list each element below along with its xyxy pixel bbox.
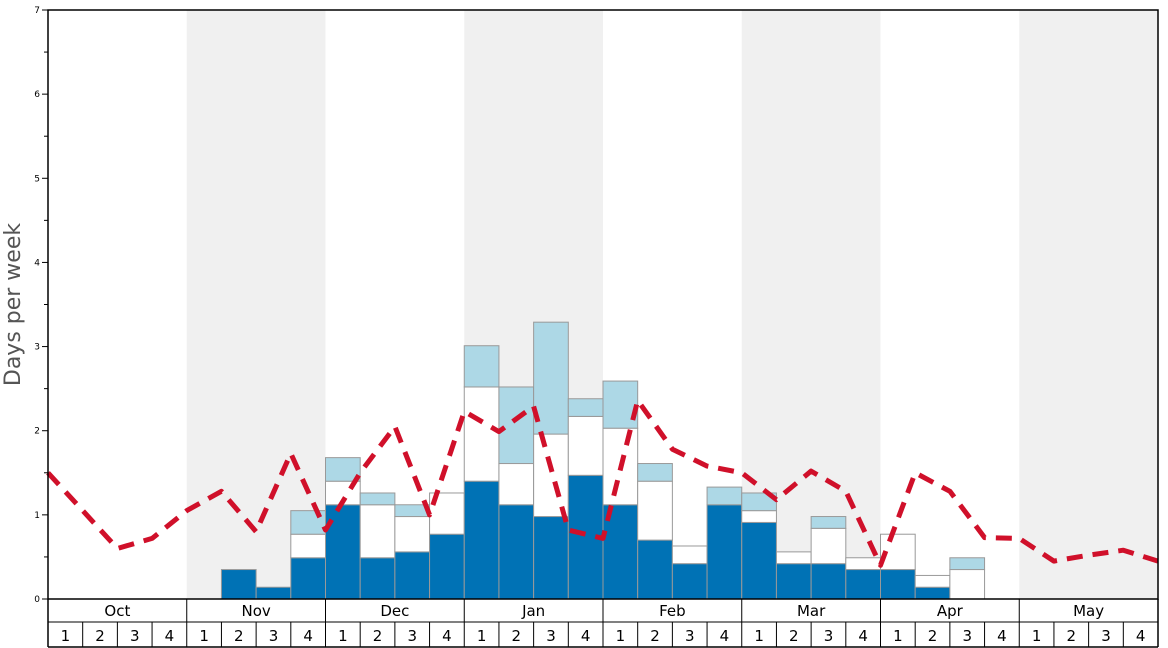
dashed-trend-line [46, 397, 1159, 568]
bar-segment-light-blue [637, 463, 673, 482]
bar-segment-light-blue [567, 398, 604, 417]
week-label: 4 [581, 627, 591, 645]
week-label: 2 [234, 627, 244, 645]
week-label: 3 [269, 627, 279, 645]
bar-segment-light-blue [949, 557, 986, 571]
bar-segment-dark-blue [741, 521, 777, 600]
week-label: 2 [650, 627, 660, 645]
bar-segment-white-segment [775, 551, 812, 565]
bar-segment-white-segment [498, 463, 535, 506]
bar-segment-white-segment [741, 510, 777, 523]
bar-segment-white-segment [359, 504, 396, 559]
bar-segment-white-segment [637, 480, 673, 541]
bar-segment-white-segment [290, 533, 326, 559]
week-label: 3 [824, 627, 834, 645]
bar-segment-dark-blue [914, 586, 951, 600]
month-label: Apr [937, 602, 964, 620]
bar-segment-white-segment [914, 574, 951, 588]
week-label: 1 [616, 627, 626, 645]
week-label: 4 [442, 627, 452, 645]
week-label: 4 [858, 627, 868, 645]
y-tick-label: 7 [34, 6, 40, 16]
week-label: 2 [373, 627, 383, 645]
week-label: 4 [997, 627, 1007, 645]
week-label: 2 [928, 627, 938, 645]
week-label: 3 [1101, 627, 1111, 645]
bar-segment-white-segment [671, 545, 708, 565]
y-tick-label: 1 [34, 511, 40, 521]
week-label: 1 [1032, 627, 1042, 645]
bar-segment-light-blue [359, 492, 396, 506]
week-label: 2 [512, 627, 522, 645]
y-tick-label: 0 [34, 595, 40, 605]
week-label: 4 [1136, 627, 1146, 645]
bar-segment-light-blue [706, 486, 743, 506]
month-label: Mar [797, 602, 826, 620]
week-label: 2 [789, 627, 799, 645]
bar-segment-dark-blue [671, 563, 708, 600]
y-tick-label: 6 [34, 90, 40, 100]
bar-segment-light-blue [498, 386, 535, 465]
week-label: 2 [1067, 627, 1077, 645]
month-label: May [1073, 602, 1104, 620]
bar-segment-dark-blue [845, 569, 881, 600]
month-label: Feb [659, 602, 686, 620]
y-tick-label: 4 [34, 258, 40, 268]
month-label: Oct [104, 602, 130, 620]
bar-segment-dark-blue [880, 569, 916, 600]
week-label: 3 [962, 627, 972, 645]
bar-segment-dark-blue [463, 480, 500, 600]
week-label: 1 [338, 627, 348, 645]
week-label: 4 [720, 627, 730, 645]
month-label: Dec [380, 602, 409, 620]
y-tick-label: 5 [34, 174, 40, 184]
week-label: 3 [130, 627, 140, 645]
bar-segment-dark-blue [220, 569, 257, 600]
week-label: 4 [165, 627, 175, 645]
bar-segment-dark-blue [325, 504, 361, 600]
bar-segment-white-segment [394, 516, 431, 553]
y-tick-label: 2 [34, 427, 40, 437]
bar-segment-light-blue [463, 345, 500, 388]
week-label: 1 [893, 627, 903, 645]
bar-segment-white-segment [949, 569, 986, 600]
bar-segment-white-segment [533, 433, 569, 518]
bar-segment-dark-blue [706, 504, 743, 600]
month-band-shade [186, 10, 326, 599]
week-label: 3 [407, 627, 417, 645]
week-label: 3 [685, 627, 695, 645]
bar-segment-dark-blue [533, 516, 569, 600]
y-tick-label: 3 [34, 343, 40, 353]
bar-segment-dark-blue [498, 504, 535, 600]
bar-segment-dark-blue [429, 533, 465, 600]
bar-segment-dark-blue [637, 539, 673, 600]
week-label: 4 [303, 627, 313, 645]
week-label: 3 [546, 627, 556, 645]
bar-segment-dark-blue [775, 563, 812, 600]
bar-segment-white-segment [810, 527, 847, 565]
bar-segment-white-segment [463, 386, 500, 482]
month-label: Jan [521, 602, 545, 620]
bar-segment-dark-blue [255, 586, 292, 600]
month-label: Nov [241, 602, 270, 620]
bar-segment-dark-blue [810, 563, 847, 600]
bar-segment-dark-blue [394, 551, 431, 600]
bar-segment-light-blue [810, 516, 847, 529]
bar-segment-dark-blue [359, 557, 396, 600]
bar-segment-light-blue [533, 321, 569, 435]
month-band-shade [1019, 10, 1158, 599]
week-label: 1 [199, 627, 209, 645]
week-label: 1 [477, 627, 487, 645]
bar-segment-light-blue [602, 380, 639, 429]
bar-segment-dark-blue [290, 557, 326, 600]
bar-segment-white-segment [845, 557, 881, 571]
bar-segment-white-segment [567, 415, 604, 476]
bar-segment-light-blue [325, 457, 361, 482]
week-label: 1 [754, 627, 764, 645]
week-label: 2 [95, 627, 105, 645]
y-axis-title: Days per week [1, 223, 26, 386]
week-label: 1 [61, 627, 71, 645]
